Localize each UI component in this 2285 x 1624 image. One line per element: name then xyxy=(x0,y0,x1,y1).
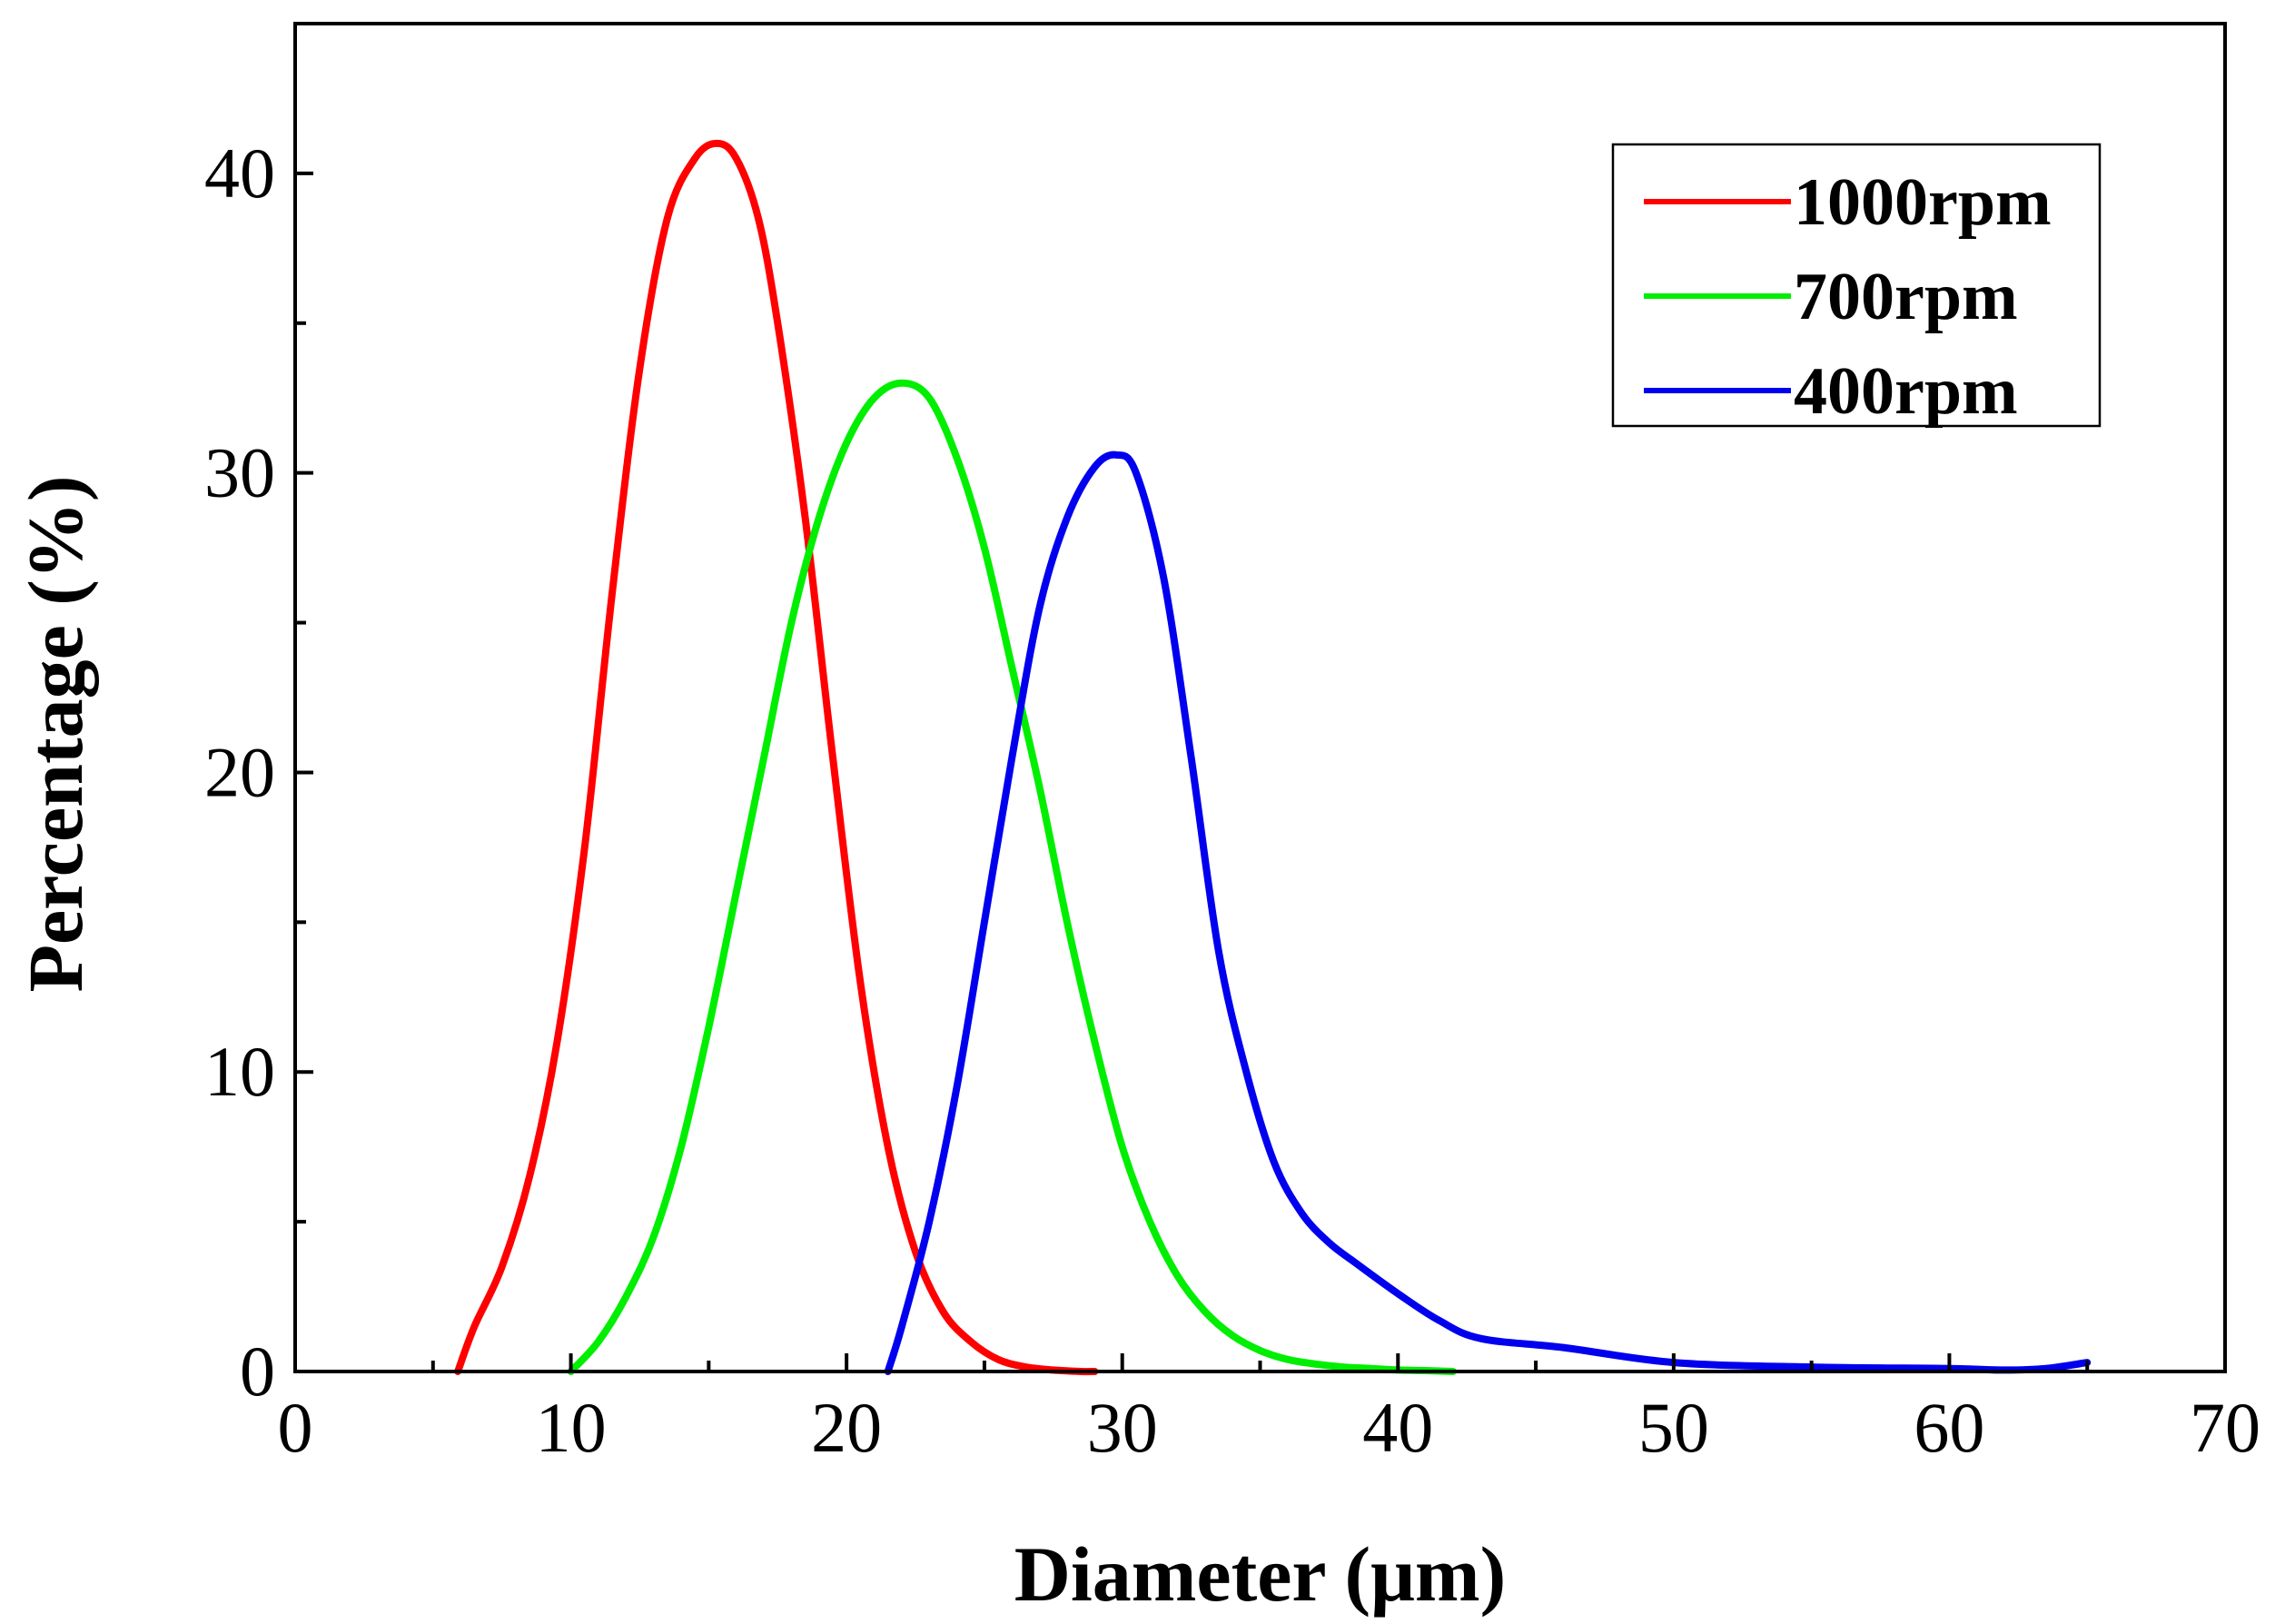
y-axis-title: Percentage (%) xyxy=(12,475,99,992)
y-tick-label: 20 xyxy=(204,732,275,811)
series-line-400rpm xyxy=(884,451,2092,1375)
x-tick-label: 10 xyxy=(536,1388,607,1467)
legend-label-1000rpm: 1000rpm xyxy=(1794,165,2052,240)
x-tick-label: 50 xyxy=(1638,1388,1709,1467)
series-layer xyxy=(454,139,2092,1376)
x-tick-label: 20 xyxy=(811,1388,882,1467)
legend-box xyxy=(1611,143,2102,428)
legend: 1000rpm 700rpm 400rpm xyxy=(1611,143,2102,429)
series-line-700rpm xyxy=(567,379,1457,1375)
legend-label-700rpm: 700rpm xyxy=(1794,260,2018,334)
y-tick-label: 40 xyxy=(204,134,275,213)
x-tick-label: 40 xyxy=(1362,1388,1433,1467)
x-tick-label: 60 xyxy=(1914,1388,1984,1467)
x-tick-label: 70 xyxy=(2190,1388,2260,1467)
y-tick-label: 30 xyxy=(204,433,275,512)
x-tick-label: 0 xyxy=(278,1388,313,1467)
legend-label-400rpm: 400rpm xyxy=(1794,354,2018,429)
series-line-1000rpm xyxy=(454,139,1099,1376)
x-axis-title: Diameter (μm) xyxy=(1014,1530,1506,1618)
y-tick-label: 10 xyxy=(204,1032,275,1111)
x-tick-label: 30 xyxy=(1087,1388,1158,1467)
y-tick-label: 0 xyxy=(240,1332,275,1411)
tick-layer: 0 10 20 30 40 50 60 70 0 10 20 30 40 xyxy=(204,134,2260,1467)
